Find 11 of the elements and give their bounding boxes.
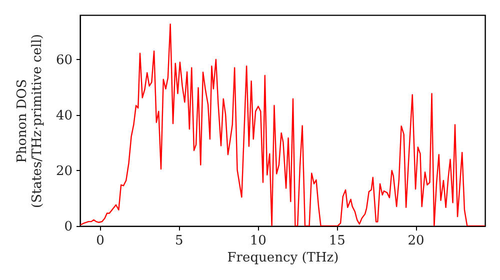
x-axis-title: Frequency (THz) bbox=[227, 250, 339, 266]
x-tick-label: 20 bbox=[408, 234, 424, 248]
x-tick-label: 15 bbox=[328, 234, 346, 248]
y-tick-label: 60 bbox=[56, 52, 72, 68]
y-tick-label: 20 bbox=[56, 164, 72, 179]
x-tick-label: 5 bbox=[175, 234, 184, 248]
y-tick-label: 40 bbox=[56, 108, 72, 124]
y-axis-title: Phonon DOS (States/THz·primitive cell) bbox=[14, 34, 45, 208]
x-tick-label: 0 bbox=[96, 234, 104, 248]
x-tick-label: 10 bbox=[250, 234, 266, 248]
y-tick-label: 0 bbox=[64, 220, 72, 234]
